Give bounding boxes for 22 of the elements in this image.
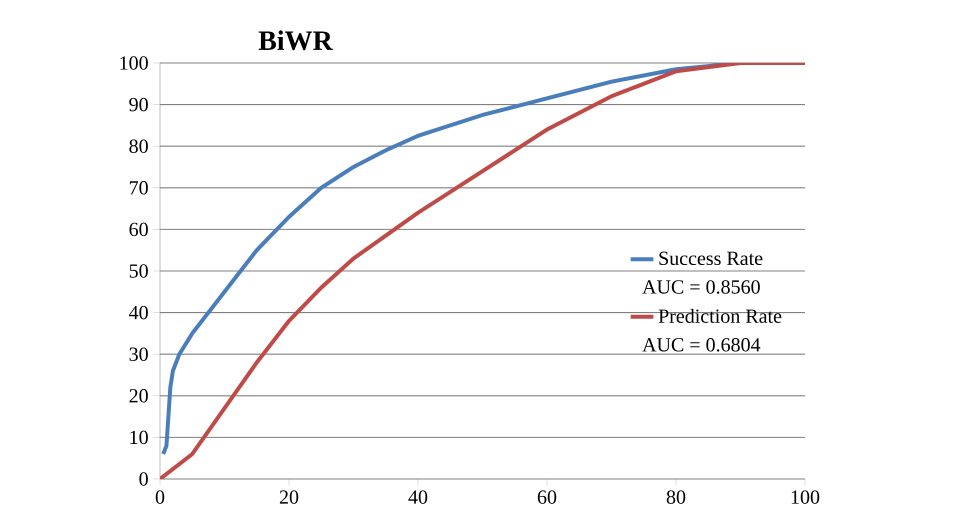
y-tick-label: 20: [130, 389, 148, 403]
y-tick-label: 70: [130, 181, 148, 195]
y-tick-label: 90: [129, 98, 148, 112]
legend-label: Success Rate: [659, 252, 762, 266]
x-tick-label: 100: [792, 490, 820, 504]
chart-title: BiWR: [258, 30, 334, 50]
x-tick-label: 80: [666, 490, 686, 504]
x-tick-label: 60: [538, 490, 556, 504]
annotation: AUC = 0.8560: [642, 280, 760, 294]
x-tick-label: 40: [408, 490, 428, 504]
y-tick-label: 30: [130, 347, 148, 361]
y-tick-label: 80: [129, 139, 148, 153]
y-tick-label: 10: [130, 430, 148, 444]
legend-label: Prediction Rate: [658, 308, 782, 323]
y-tick-label: 0: [139, 472, 148, 486]
x-tick-label: 20: [280, 490, 298, 504]
x-tick-label: 0: [156, 490, 164, 504]
y-tick-label: 40: [129, 306, 148, 320]
y-tick-label: 50: [130, 264, 148, 278]
annotation: AUC = 0.6804: [642, 338, 760, 352]
y-tick-label: 60: [129, 222, 148, 236]
y-tick-label: 100: [120, 56, 148, 70]
